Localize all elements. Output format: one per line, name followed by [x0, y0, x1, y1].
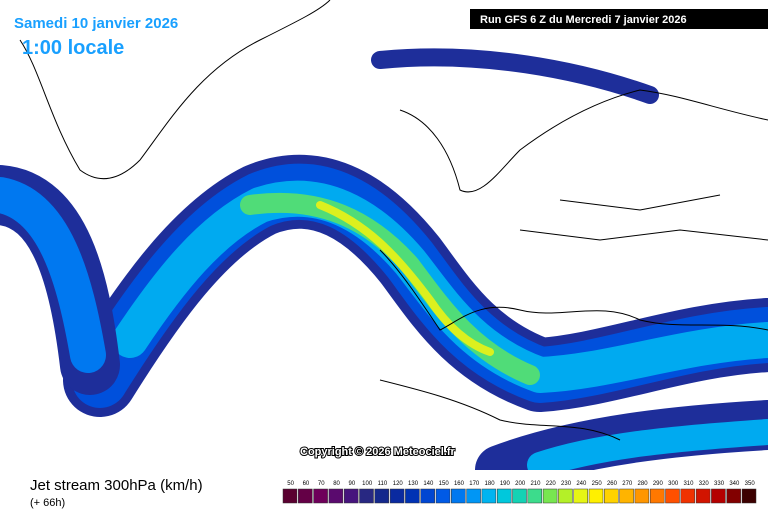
legend-value: 300	[668, 481, 679, 487]
legend-value: 90	[349, 481, 356, 487]
copyright: Copyright © 2026 Meteociel.fr	[300, 446, 456, 458]
legend-value: 140	[423, 481, 434, 487]
legend-value: 200	[515, 481, 526, 487]
footer-lead: (+ 66h)	[30, 497, 65, 509]
legend-value: 350	[745, 481, 756, 487]
legend-swatch	[313, 488, 328, 504]
legend-swatch	[619, 488, 634, 504]
jet-stream	[0, 48, 768, 495]
legend-swatch	[573, 488, 588, 504]
legend-swatch	[359, 488, 374, 504]
legend-value: 240	[576, 481, 587, 487]
legend-value: 230	[561, 481, 572, 487]
legend-swatch	[542, 488, 558, 504]
run-box	[470, 9, 768, 29]
legend-value: 150	[439, 481, 450, 487]
legend-swatch	[726, 488, 741, 504]
legend-value: 310	[683, 481, 694, 487]
legend-swatch	[343, 488, 359, 504]
legend-value: 290	[653, 481, 664, 487]
border	[519, 194, 768, 241]
legend-value: 220	[546, 481, 557, 487]
coastlines	[19, 0, 768, 441]
legend-value: 80	[333, 481, 340, 487]
time-label: 1:00 locale	[22, 37, 124, 59]
legend-swatch	[405, 488, 420, 504]
legend-swatch	[451, 488, 466, 504]
legend-value: 60	[303, 481, 310, 487]
legend-swatch	[695, 488, 711, 504]
legend-value: 210	[530, 481, 541, 487]
jet-band	[527, 419, 768, 478]
legend: 50 60 70 80 90 100 110 120 130 140 150 160 170 180 190…	[282, 481, 757, 504]
legend-swatch	[558, 488, 573, 504]
legend-value: 170	[469, 481, 480, 487]
legend-value: 190	[500, 481, 511, 487]
legend-swatch	[496, 488, 512, 504]
coastline	[399, 89, 768, 193]
date-label: Samedi 10 janvier 2026	[14, 15, 178, 32]
legend-swatch	[328, 488, 344, 504]
legend-swatch	[680, 488, 696, 504]
legend-value: 160	[454, 481, 465, 487]
legend-value: 250	[592, 481, 603, 487]
legend-value: 120	[393, 481, 404, 487]
legend-swatch	[512, 488, 527, 504]
coastline	[19, 0, 331, 180]
legend-value: 130	[408, 481, 419, 487]
coastline	[379, 249, 768, 331]
legend-swatch	[481, 488, 497, 504]
legend-swatch	[282, 488, 298, 504]
legend-swatch	[527, 488, 543, 504]
legend-swatch	[634, 488, 650, 504]
legend-swatch	[741, 488, 757, 504]
coastline	[379, 379, 621, 441]
legend-swatch	[389, 488, 405, 504]
jet-band	[371, 48, 659, 104]
legend-value: 180	[485, 481, 496, 487]
legend-value: 320	[699, 481, 710, 487]
legend-value: 70	[318, 481, 325, 487]
legend-swatch	[298, 488, 313, 504]
jet-band	[316, 201, 494, 356]
legend-value: 330	[714, 481, 725, 487]
legend-swatch	[466, 488, 481, 504]
legend-value: 270	[622, 481, 633, 487]
legend-value: 110	[378, 481, 388, 487]
legend-value: 260	[607, 481, 618, 487]
legend-value: 280	[638, 481, 649, 487]
legend-swatch	[649, 488, 665, 504]
legend-swatch	[374, 488, 390, 504]
footer-title: Jet stream 300hPa (km/h)	[30, 477, 203, 494]
legend-value: 100	[362, 481, 373, 487]
legend-value: 340	[729, 481, 740, 487]
legend-swatch	[420, 488, 435, 504]
legend-value: 50	[287, 481, 294, 487]
run-label: Run GFS 6 Z du Mercredi 7 janvier 2026	[480, 14, 687, 26]
jet-band	[0, 177, 106, 373]
legend-swatch	[665, 488, 680, 504]
legend-swatch	[588, 488, 604, 504]
legend-swatch	[711, 488, 726, 504]
legend-swatch	[604, 488, 619, 504]
legend-swatch	[435, 488, 451, 504]
